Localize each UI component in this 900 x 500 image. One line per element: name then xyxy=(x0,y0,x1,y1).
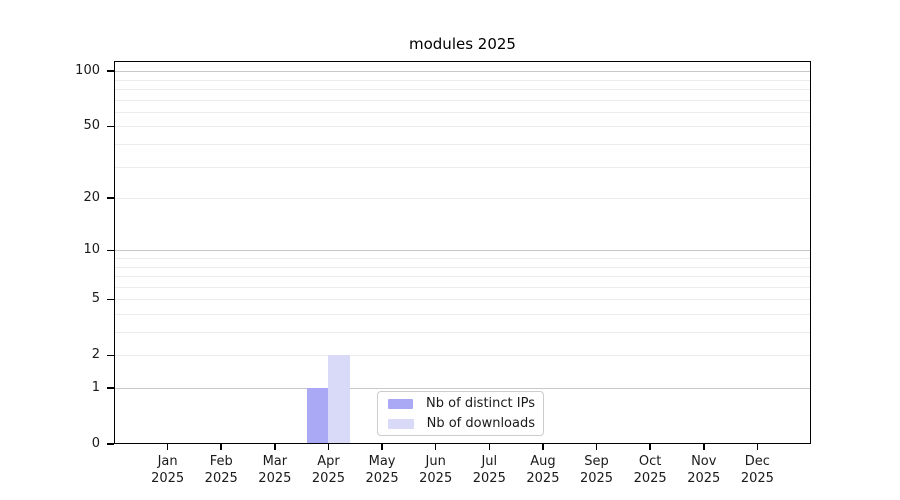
gridline-minor xyxy=(114,126,811,128)
x-tick-label: Jan 2025 xyxy=(136,453,200,487)
gridline-major xyxy=(114,71,811,73)
y-tick xyxy=(107,354,114,356)
x-tick-label: Dec 2025 xyxy=(725,453,789,487)
x-tick xyxy=(595,444,598,450)
legend-swatch xyxy=(388,418,414,429)
y-tick xyxy=(107,387,114,389)
x-tick-label-line: 2025 xyxy=(579,471,614,486)
x-tick-label-line: Apr xyxy=(317,454,340,469)
x-tick xyxy=(327,444,330,450)
y-tick-label: 2 xyxy=(91,347,100,363)
x-tick-label: Jul 2025 xyxy=(457,453,521,487)
gridline-minor xyxy=(114,111,811,113)
x-tick-label: Jun 2025 xyxy=(404,453,468,487)
gridline-minor xyxy=(114,286,811,288)
gridline-major xyxy=(114,250,811,252)
x-tick-label-line: Mar xyxy=(262,454,288,469)
x-tick-label-line: 2025 xyxy=(687,471,721,486)
legend-label: Nb of distinct IPs xyxy=(426,396,535,411)
x-tick-label-line: Jun xyxy=(425,454,446,469)
x-tick xyxy=(649,444,651,450)
x-tick-label-line: Nov xyxy=(691,454,717,469)
x-tick xyxy=(434,444,437,450)
x-tick-label-line: Jul xyxy=(481,454,498,469)
gridline-minor xyxy=(114,198,811,200)
x-tick-label: Sep 2025 xyxy=(565,453,629,487)
bar-nb-of-distinct-ips xyxy=(306,388,329,444)
x-tick-label: Mar 2025 xyxy=(243,453,307,487)
gridline-minor xyxy=(114,144,811,146)
x-tick-label: Aug 2025 xyxy=(511,453,575,487)
x-tick-label-line: 2025 xyxy=(472,471,506,486)
chart-title: modules 2025 xyxy=(409,35,516,53)
gridline-minor xyxy=(114,99,811,101)
y-tick-label: 20 xyxy=(83,190,100,206)
gridline-major xyxy=(114,388,811,389)
x-tick-label-line: 2025 xyxy=(311,471,345,486)
gridline-minor xyxy=(114,299,811,301)
y-tick-label: 50 xyxy=(83,118,100,134)
y-tick xyxy=(107,443,114,445)
x-tick-label-line: Feb xyxy=(209,454,233,469)
x-tick-label-line: 2025 xyxy=(365,471,399,486)
x-tick-label: Apr 2025 xyxy=(296,453,360,487)
x-tick-label: Oct 2025 xyxy=(618,453,682,487)
y-tick xyxy=(107,249,114,252)
x-tick-label-line: 2025 xyxy=(258,471,292,486)
gridline-minor xyxy=(114,89,811,91)
x-tick-label-line: Jan xyxy=(157,454,178,469)
x-tick xyxy=(488,444,491,450)
y-tick-label: 5 xyxy=(91,291,100,307)
legend-item: Nb of downloads xyxy=(386,415,535,432)
y-tick xyxy=(107,125,114,128)
y-tick-label: 10 xyxy=(83,242,100,258)
x-tick xyxy=(274,444,276,450)
gridline-minor xyxy=(114,258,811,259)
bar-nb-of-downloads xyxy=(328,355,350,444)
y-tick xyxy=(107,298,114,300)
gridline-minor xyxy=(114,313,811,315)
x-tick xyxy=(166,444,169,450)
x-tick-label-line: 2025 xyxy=(526,471,560,486)
x-tick-label-line: 2025 xyxy=(151,471,185,486)
x-tick-label: May 2025 xyxy=(350,453,414,487)
x-tick-label-line: 2025 xyxy=(204,471,238,486)
x-tick xyxy=(703,444,705,450)
gridline-minor xyxy=(114,276,811,278)
y-tick-label: 1 xyxy=(91,380,100,395)
x-tick xyxy=(381,444,383,450)
x-tick-label-line: Dec xyxy=(744,454,770,469)
gridline-minor xyxy=(114,332,811,334)
x-tick-label-line: 2025 xyxy=(740,471,774,486)
y-tick xyxy=(107,197,114,199)
x-tick-label: Feb 2025 xyxy=(189,453,253,487)
x-tick-label-line: Oct xyxy=(638,454,662,469)
x-tick xyxy=(220,444,222,450)
gridline-minor xyxy=(114,79,811,81)
x-tick xyxy=(542,444,544,450)
y-tick-label: 100 xyxy=(75,63,100,79)
x-tick-label-line: Sep xyxy=(584,454,609,469)
x-tick-label-line: 2025 xyxy=(633,471,667,486)
gridline-minor xyxy=(114,355,811,357)
plot-area xyxy=(114,61,811,444)
x-tick xyxy=(756,444,759,450)
legend-swatch xyxy=(388,398,414,409)
gridline-minor xyxy=(114,166,811,168)
y-tick xyxy=(107,70,114,72)
x-tick-label: Nov 2025 xyxy=(672,453,736,487)
legend: Nb of distinct IPs Nb of downloads xyxy=(377,391,544,436)
gridline-minor xyxy=(114,266,811,268)
legend-label: Nb of downloads xyxy=(426,416,535,431)
x-tick-label-line: 2025 xyxy=(419,471,453,486)
y-tick-label: 0 xyxy=(91,436,100,451)
legend-item: Nb of distinct IPs xyxy=(386,395,535,412)
x-tick-label-line: Aug xyxy=(530,454,556,469)
x-tick-label-line: May xyxy=(368,454,396,469)
